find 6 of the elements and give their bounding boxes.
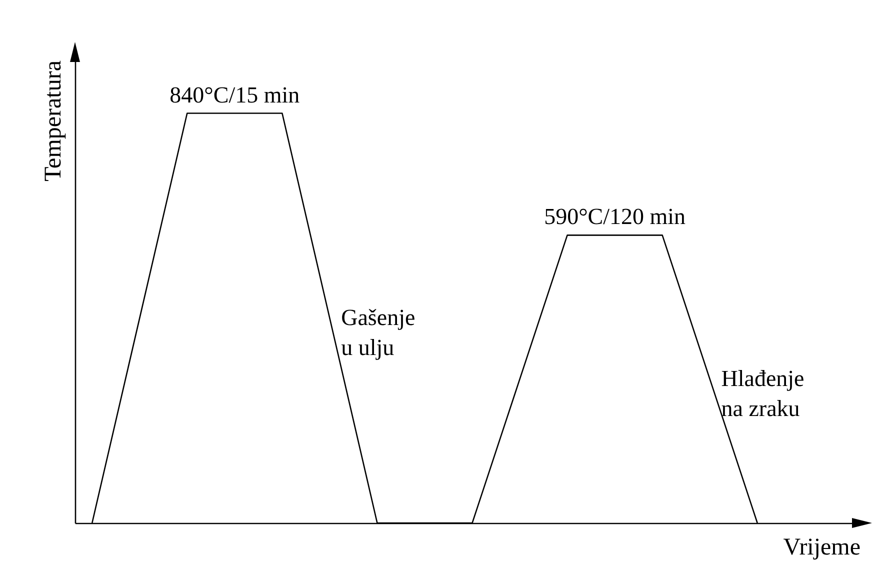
- x-axis-title: Vrijeme: [783, 534, 860, 560]
- y-axis-title: Temperatura: [40, 60, 66, 182]
- data-label: 840°C/15 min: [170, 82, 300, 108]
- annotation: Gašenje u ulju: [341, 305, 416, 360]
- data-label: 590°C/120 min: [544, 204, 686, 230]
- annotation: Hlađenje na zraku: [721, 366, 804, 422]
